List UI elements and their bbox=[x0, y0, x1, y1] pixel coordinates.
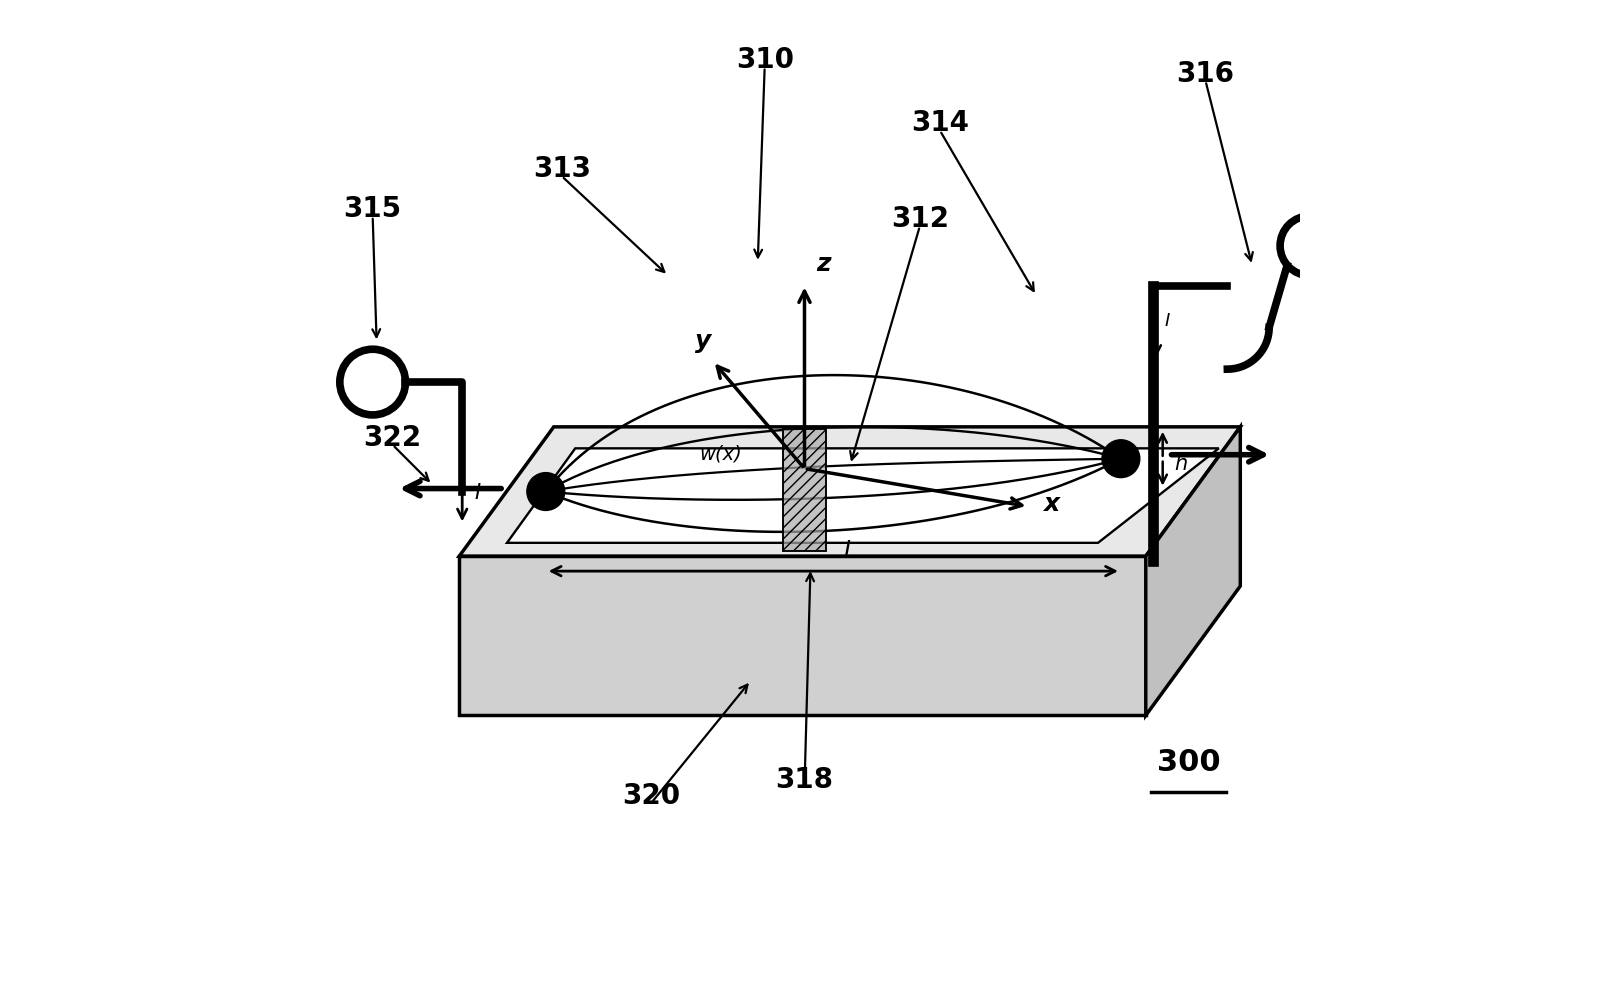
Polygon shape bbox=[507, 449, 1218, 544]
Polygon shape bbox=[1146, 427, 1241, 716]
Text: 300: 300 bbox=[1157, 747, 1220, 776]
Text: 310: 310 bbox=[735, 46, 794, 74]
Text: I: I bbox=[473, 483, 480, 503]
Text: 316: 316 bbox=[1176, 60, 1234, 87]
Text: z: z bbox=[817, 251, 831, 275]
Text: y: y bbox=[695, 329, 711, 353]
Text: h: h bbox=[1175, 453, 1188, 473]
Text: 313: 313 bbox=[533, 155, 591, 183]
Circle shape bbox=[1103, 440, 1140, 478]
Text: 320: 320 bbox=[623, 781, 681, 809]
Text: 322: 322 bbox=[363, 423, 422, 451]
Text: 312: 312 bbox=[891, 205, 949, 233]
Text: 314: 314 bbox=[910, 109, 969, 137]
Text: 315: 315 bbox=[343, 195, 401, 223]
Circle shape bbox=[526, 473, 565, 511]
Polygon shape bbox=[459, 557, 1146, 716]
Text: 318: 318 bbox=[775, 765, 833, 793]
Text: I: I bbox=[1165, 312, 1170, 330]
Text: w(x): w(x) bbox=[700, 444, 742, 463]
Polygon shape bbox=[459, 427, 1241, 557]
Polygon shape bbox=[783, 429, 827, 552]
Text: L: L bbox=[844, 539, 857, 563]
Text: x: x bbox=[1043, 492, 1059, 516]
